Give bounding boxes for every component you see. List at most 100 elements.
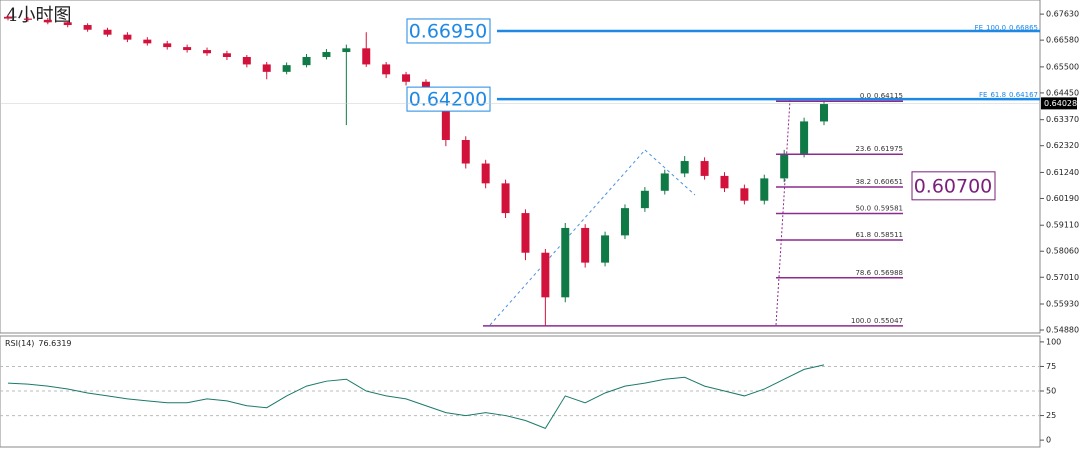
y-tick-label: 0.61240 (1046, 168, 1079, 177)
candle-body (43, 19, 52, 23)
candle-body (143, 39, 152, 44)
price-level-label: 0.64200 (409, 89, 488, 111)
candle-body (183, 47, 192, 51)
candle-body (660, 173, 669, 191)
price-level-box (406, 18, 491, 44)
y-tick-label: 0.55930 (1046, 300, 1079, 309)
candle-body (541, 252, 550, 298)
fib-price: 0.64115 (874, 92, 903, 100)
candle-body (640, 190, 649, 209)
candle-body (521, 213, 530, 253)
candle-body (601, 235, 610, 263)
y-tick-label: 0.63370 (1046, 115, 1079, 124)
fib-ratio: 78.6 (855, 269, 871, 277)
rsi-value: 76.6319 (38, 339, 71, 348)
y-tick-label: 0.54880 (1046, 326, 1079, 335)
fib-price: 0.56988 (874, 269, 903, 277)
candle-body (123, 34, 132, 40)
candle-body (720, 175, 729, 189)
fib-ratio: 23.6 (855, 145, 871, 153)
rsi-label: RSI(14) 76.6319 (5, 339, 72, 348)
fe-price: 0.64167 (1009, 91, 1038, 99)
fib-label: 23.6 0.61975 (855, 145, 903, 153)
target-label: 0.60700 (914, 175, 993, 197)
target-box (911, 171, 996, 201)
fib-ratio: 0.0 (860, 92, 871, 100)
fib-label: 38.2 0.60651 (855, 178, 903, 186)
last-price-tag (1041, 97, 1077, 110)
fib-label: 0.0 0.64115 (860, 92, 903, 100)
fib-ratio: 61.8 (855, 231, 871, 239)
fib-price: 0.61975 (874, 145, 903, 153)
price-level-label: 0.66950 (409, 20, 488, 42)
candle-body (760, 178, 769, 201)
fe-name: FE (979, 91, 987, 99)
fe-label: FE 100.0 0.66865 (975, 24, 1038, 32)
fib-price: 0.60651 (874, 178, 903, 186)
candle-body (203, 50, 212, 54)
y-tick-label: 25 (1046, 411, 1056, 420)
candle-body (561, 227, 570, 298)
fib-price: 0.55047 (874, 317, 903, 325)
y-tick-label: 0.66580 (1046, 36, 1079, 45)
y-tick-label: 0.57010 (1046, 273, 1079, 282)
candle-body (620, 208, 629, 236)
candle-body (740, 188, 749, 201)
candle-body (362, 48, 371, 65)
fe-ratio: 61.8 (990, 91, 1006, 99)
y-tick-label: 0.64450 (1046, 88, 1079, 97)
candle-body (461, 139, 470, 164)
y-tick-label: 0.59110 (1046, 221, 1079, 230)
trend-line (644, 149, 696, 196)
candle-body (501, 183, 510, 214)
candle-body (23, 18, 32, 20)
candle-body (63, 22, 72, 26)
y-tick-label: 100 (1046, 337, 1061, 346)
fib-anchor-line (775, 99, 791, 326)
fib-ratio: 50.0 (855, 205, 871, 213)
candle-body (163, 43, 172, 48)
fe-name: FE (975, 24, 983, 32)
candle-body (820, 104, 828, 122)
candle-body (581, 227, 590, 263)
candle-body (481, 163, 490, 184)
main-panel (0, 0, 1041, 334)
fib-ratio: 100.0 (851, 317, 871, 325)
y-tick-label: 0.65500 (1046, 62, 1079, 71)
fib-price: 0.59581 (874, 205, 903, 213)
candle-body (282, 65, 291, 72)
candle-body (402, 74, 411, 82)
rsi-line (7, 364, 825, 429)
fe-ratio: 100.0 (986, 24, 1006, 32)
last-price-label: 0.64028 (1044, 99, 1077, 108)
candle-body (342, 48, 351, 53)
fib-label: 78.6 0.56988 (855, 269, 903, 277)
candle-body (83, 25, 92, 30)
fib-label: 61.8 0.58511 (855, 231, 903, 239)
fib-price: 0.58511 (874, 231, 903, 239)
fib-ratio: 38.2 (855, 178, 871, 186)
fe-price: 0.66865 (1009, 24, 1038, 32)
candle-body (103, 29, 112, 35)
rsi-title: RSI(14) (5, 339, 34, 348)
y-tick-label: 0 (1046, 436, 1051, 445)
candle-body (262, 64, 271, 72)
candle-body (222, 53, 231, 57)
candle-body (322, 52, 331, 57)
y-tick-label: 0.60190 (1046, 194, 1079, 203)
candle-body (441, 104, 450, 140)
chart-title: 4小时图 (6, 5, 71, 26)
candle-body (700, 161, 709, 176)
candle-body (4, 16, 12, 19)
candle-body (780, 153, 789, 179)
y-tick-label: 75 (1046, 362, 1056, 371)
candle-body (382, 64, 391, 75)
y-tick-label: 0.67630 (1046, 10, 1079, 19)
fib-label: 50.0 0.59581 (855, 205, 903, 213)
price-level-box (406, 86, 491, 112)
candle-body (800, 121, 809, 154)
candle-body (242, 56, 251, 65)
candle-body (302, 56, 311, 66)
fe-label: FE 61.8 0.64167 (979, 91, 1038, 99)
candle-body (680, 161, 689, 174)
